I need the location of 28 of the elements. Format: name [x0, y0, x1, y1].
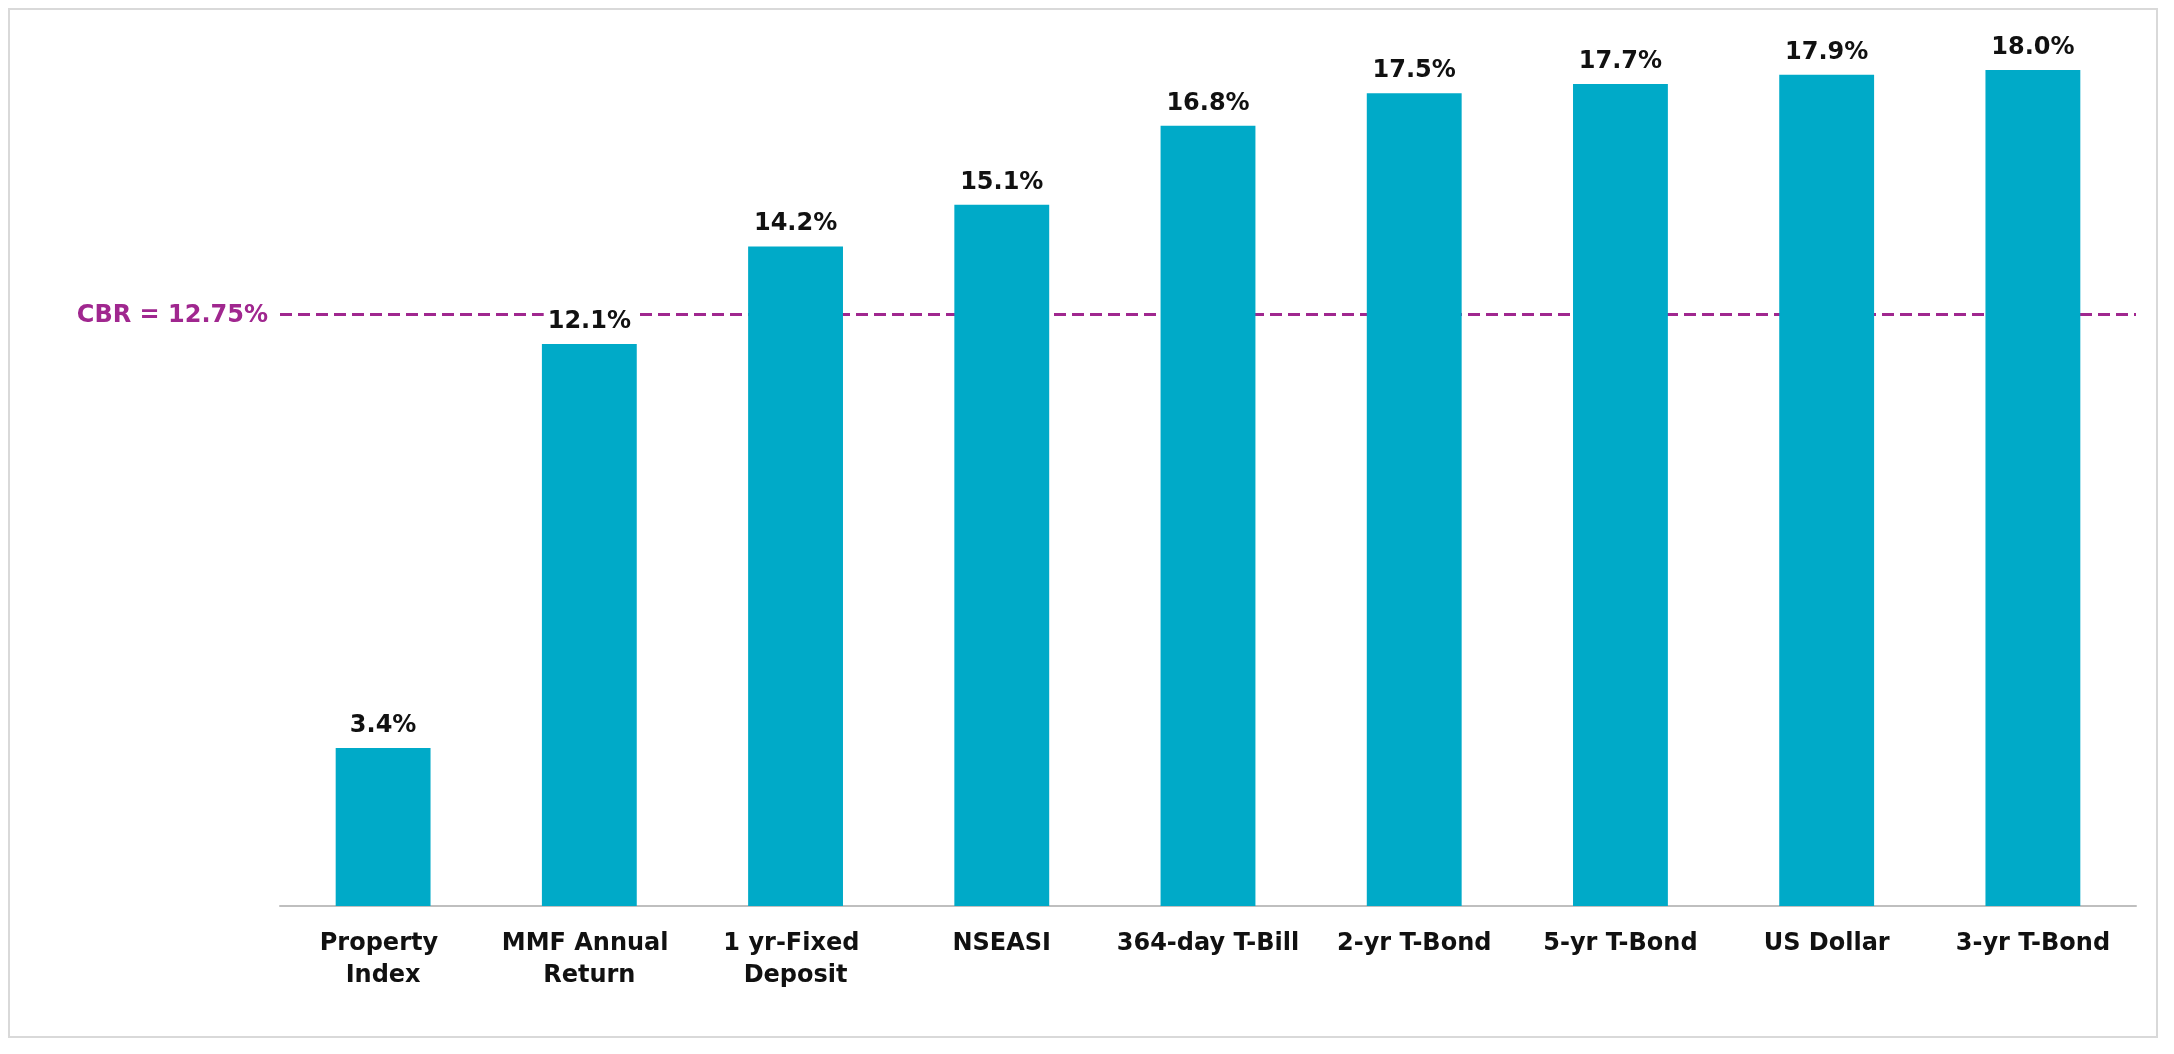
- data-label: 3.4%: [349, 710, 417, 739]
- data-label: 17.5%: [1372, 55, 1456, 84]
- bar: [335, 748, 431, 906]
- x-tick-label: NSEASI: [952, 928, 1052, 956]
- data-label: 18.0%: [1991, 32, 2075, 60]
- x-tick-label: 3-yr T-Bond: [1955, 928, 2111, 956]
- bar: [1779, 74, 1875, 906]
- x-tick-label: 5-yr T-Bond: [1543, 928, 1698, 956]
- bar: [1573, 83, 1668, 906]
- bar: [954, 204, 1050, 906]
- x-tick-label: 364-day T-Bill: [1116, 928, 1300, 956]
- bar: [1985, 70, 2081, 906]
- ref-line-label: CBR = 12.75%: [76, 299, 268, 328]
- x-tick-label: MMF Annual Return: [501, 928, 677, 988]
- bar: [541, 344, 637, 906]
- data-label: 17.9%: [1785, 36, 1869, 65]
- data-label: 16.8%: [1166, 87, 1250, 116]
- x-tick-label: 2-yr T-Bond: [1337, 928, 1492, 956]
- x-tick-label: Property Index: [319, 928, 447, 988]
- data-label: 14.2%: [753, 208, 838, 237]
- x-tick-label: US Dollar: [1763, 928, 1890, 956]
- bar: [748, 246, 843, 906]
- data-label: 12.1%: [547, 306, 631, 335]
- bar: [1160, 125, 1256, 906]
- data-label: 17.7%: [1578, 45, 1663, 74]
- x-tick-label: 1 yr-Fixed Deposit: [723, 928, 868, 988]
- bar: [1366, 93, 1462, 906]
- data-label: 15.1%: [960, 166, 1044, 195]
